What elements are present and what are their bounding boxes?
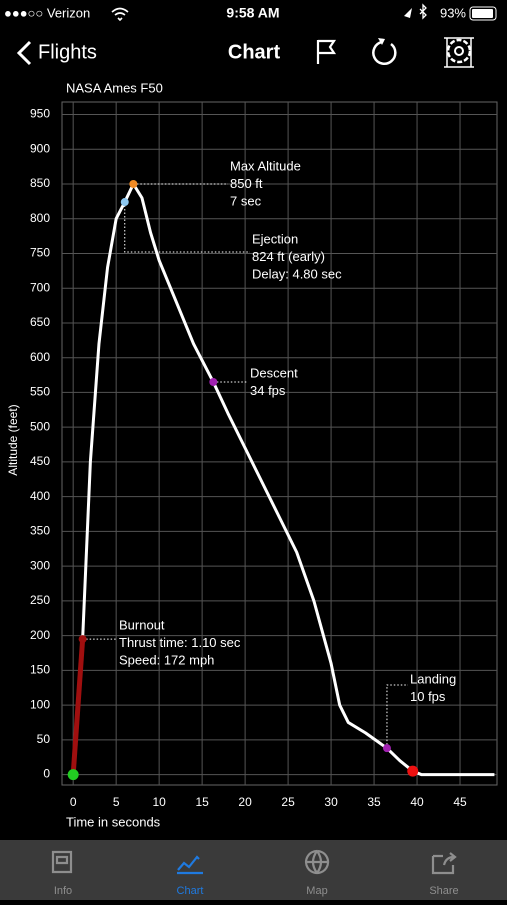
y-tick-label: 700 bbox=[30, 280, 50, 294]
x-tick-label: 15 bbox=[195, 795, 209, 809]
y-tick-label: 400 bbox=[30, 489, 50, 503]
back-chevron bbox=[16, 40, 32, 66]
flag-button[interactable] bbox=[316, 39, 337, 64]
refresh-icon bbox=[372, 40, 397, 65]
y-tick-label: 550 bbox=[30, 385, 50, 399]
tab-label: Info bbox=[54, 885, 72, 897]
y-tick-label: 0 bbox=[43, 767, 50, 781]
y-tick-label: 100 bbox=[30, 697, 50, 711]
x-tick-label: 5 bbox=[113, 795, 120, 809]
refresh-button[interactable] bbox=[372, 38, 397, 65]
annotation-text: Landing bbox=[410, 671, 456, 686]
carrier: ●●●○○ Verizon bbox=[4, 5, 90, 20]
tab[interactable]: Map bbox=[304, 849, 330, 897]
annotation-leader bbox=[386, 684, 408, 749]
annotation-text: Descent bbox=[250, 365, 298, 380]
gear-hub bbox=[454, 46, 464, 56]
back-label: Flights bbox=[38, 41, 97, 63]
nav-title: Chart bbox=[228, 41, 281, 63]
battery-icon bbox=[469, 6, 497, 21]
y-tick-label: 900 bbox=[30, 141, 50, 155]
event-marker bbox=[129, 179, 138, 188]
chart-title: NASA Ames F50 bbox=[66, 80, 163, 95]
annotation-text: 7 sec bbox=[230, 193, 262, 208]
annotation-leader bbox=[124, 202, 250, 253]
tab-icon bbox=[177, 855, 203, 875]
x-tick-label: 40 bbox=[410, 795, 424, 809]
flight-line bbox=[70, 638, 86, 775]
y-tick-label: 500 bbox=[30, 419, 50, 433]
y-tick-label: 200 bbox=[30, 628, 50, 642]
battery-level: 93% bbox=[440, 5, 466, 20]
location-icon bbox=[404, 8, 412, 18]
annotation-text: Delay: 4.80 sec bbox=[252, 266, 342, 281]
y-tick-label: 950 bbox=[30, 107, 50, 121]
annotation-text: Max Altitude bbox=[230, 158, 301, 173]
annotation-text: 34 fps bbox=[250, 383, 286, 398]
y-axis-title: Altitude (feet) bbox=[6, 404, 20, 475]
annotation-text: Thrust time: 1.10 sec bbox=[119, 635, 241, 650]
battery-fill bbox=[472, 9, 493, 18]
tab[interactable]: Share bbox=[429, 852, 459, 897]
x-tick-label: 45 bbox=[453, 795, 467, 809]
annotation-text: Ejection bbox=[252, 231, 298, 246]
tab-label: Map bbox=[306, 885, 327, 897]
settings-button[interactable] bbox=[444, 37, 474, 68]
x-tick-label: 20 bbox=[238, 795, 252, 809]
plot: 0501001502002503003504004505005506006507… bbox=[30, 102, 497, 809]
tab-icon bbox=[304, 849, 330, 875]
plot-frame bbox=[61, 101, 498, 786]
flight-line bbox=[81, 182, 495, 777]
annotation-text: 10 fps bbox=[410, 689, 446, 704]
x-tick-label: 25 bbox=[281, 795, 295, 809]
tab-bar bbox=[0, 840, 507, 900]
x-axis-title: Time in seconds bbox=[66, 814, 161, 829]
x-tick-label: 10 bbox=[152, 795, 166, 809]
tab-label: Share bbox=[429, 885, 458, 897]
tab[interactable]: Info bbox=[51, 850, 73, 897]
event-marker bbox=[209, 378, 218, 387]
x-tick-label: 30 bbox=[324, 795, 338, 809]
refresh-arrow bbox=[378, 38, 385, 45]
y-tick-label: 750 bbox=[30, 246, 50, 260]
y-tick-label: 650 bbox=[30, 315, 50, 329]
x-tick-label: 0 bbox=[70, 795, 77, 809]
tab-label: Chart bbox=[177, 885, 204, 897]
event-marker bbox=[67, 769, 79, 781]
gear-icon bbox=[446, 38, 472, 64]
event-marker bbox=[407, 765, 419, 777]
tab[interactable]: Chart bbox=[177, 855, 204, 897]
event-marker bbox=[382, 744, 391, 753]
x-tick-label: 35 bbox=[367, 795, 381, 809]
event-marker bbox=[120, 198, 129, 207]
y-tick-label: 850 bbox=[30, 176, 50, 190]
annotation-text: 824 ft (early) bbox=[252, 249, 325, 264]
flag-icon bbox=[316, 39, 337, 64]
clock: 9:58 AM bbox=[226, 5, 279, 21]
event-marker bbox=[78, 635, 87, 644]
y-tick-label: 150 bbox=[30, 663, 50, 677]
tabs: Info Chart Map Share bbox=[51, 849, 459, 897]
y-tick-label: 600 bbox=[30, 350, 50, 364]
y-tick-label: 50 bbox=[37, 732, 51, 746]
y-tick-label: 450 bbox=[30, 454, 50, 468]
tab-icon bbox=[431, 852, 457, 875]
back-button[interactable]: Flights bbox=[16, 40, 97, 66]
y-tick-label: 350 bbox=[30, 524, 50, 538]
annotation-text: Speed: 172 mph bbox=[119, 652, 214, 667]
gear-frame bbox=[444, 37, 474, 68]
annotation-text: Burnout bbox=[119, 617, 165, 632]
wifi-icon bbox=[111, 7, 129, 22]
y-tick-label: 800 bbox=[30, 211, 50, 225]
y-tick-label: 300 bbox=[30, 558, 50, 572]
y-tick-label: 250 bbox=[30, 593, 50, 607]
tab-icon bbox=[51, 850, 73, 874]
bluetooth-icon bbox=[419, 3, 427, 20]
annotation-text: 850 ft bbox=[230, 176, 263, 191]
